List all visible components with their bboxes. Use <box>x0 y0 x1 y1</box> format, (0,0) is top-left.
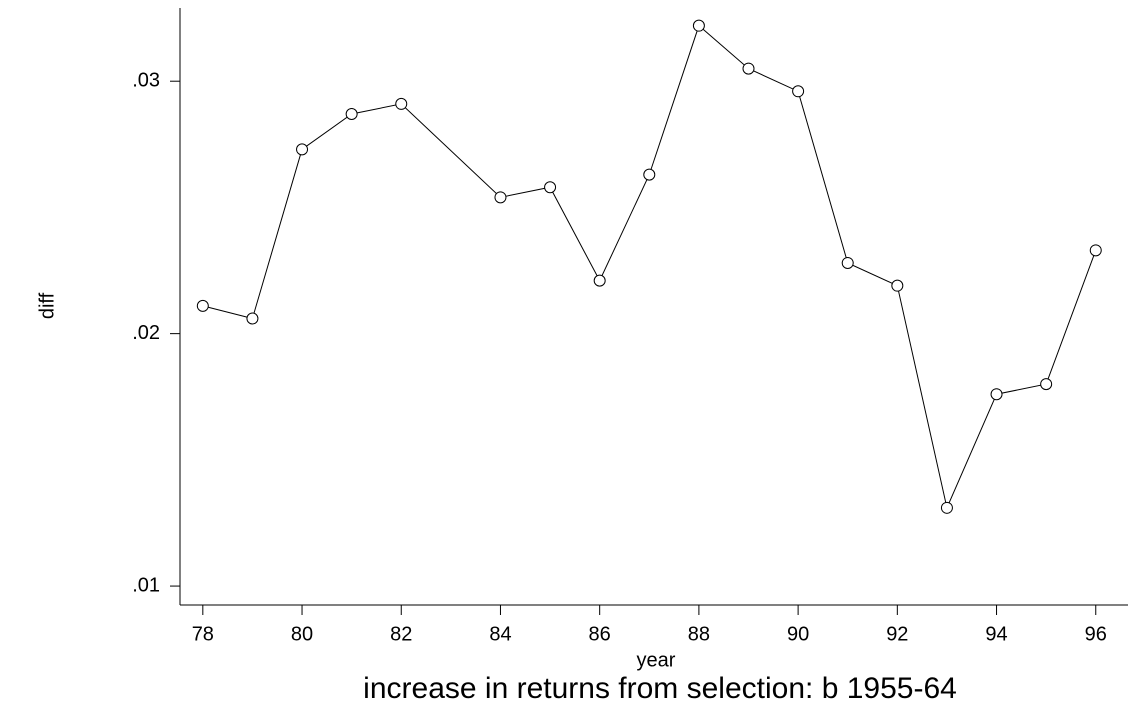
point-marker <box>841 256 854 269</box>
point-marker <box>1089 244 1102 257</box>
x-tick-label: 80 <box>291 623 313 645</box>
y-axis-label: diff <box>36 292 58 319</box>
point-marker <box>1040 378 1053 391</box>
point-marker <box>296 143 309 156</box>
point-marker <box>345 108 358 121</box>
x-tick-label: 84 <box>489 623 511 645</box>
x-tick-label: 94 <box>985 623 1007 645</box>
y-tick-label: .03 <box>132 69 160 91</box>
point-marker <box>196 299 209 312</box>
point-marker <box>544 181 557 194</box>
point-marker <box>494 191 507 204</box>
point-marker <box>246 312 259 325</box>
x-tick-label: 86 <box>589 623 611 645</box>
x-tick-label: 90 <box>787 623 809 645</box>
x-tick-label: 96 <box>1085 623 1107 645</box>
x-tick-label: 82 <box>390 623 412 645</box>
point-marker <box>643 168 656 181</box>
x-tick-label: 78 <box>192 623 214 645</box>
point-marker <box>990 388 1003 401</box>
point-marker <box>692 19 705 32</box>
x-tick-label: 88 <box>688 623 710 645</box>
y-tick-label: .02 <box>132 322 160 344</box>
point-marker <box>940 501 953 514</box>
point-marker <box>891 279 904 292</box>
y-tick-label: .01 <box>132 574 160 596</box>
point-marker <box>593 274 606 287</box>
x-axis-label: year <box>637 649 676 671</box>
point-marker <box>742 62 755 75</box>
point-marker <box>395 97 408 110</box>
point-marker <box>792 85 805 98</box>
chart-title: increase in returns from selection: b 19… <box>363 672 957 705</box>
x-tick-label: 92 <box>886 623 908 645</box>
series-line <box>202 24 1097 510</box>
